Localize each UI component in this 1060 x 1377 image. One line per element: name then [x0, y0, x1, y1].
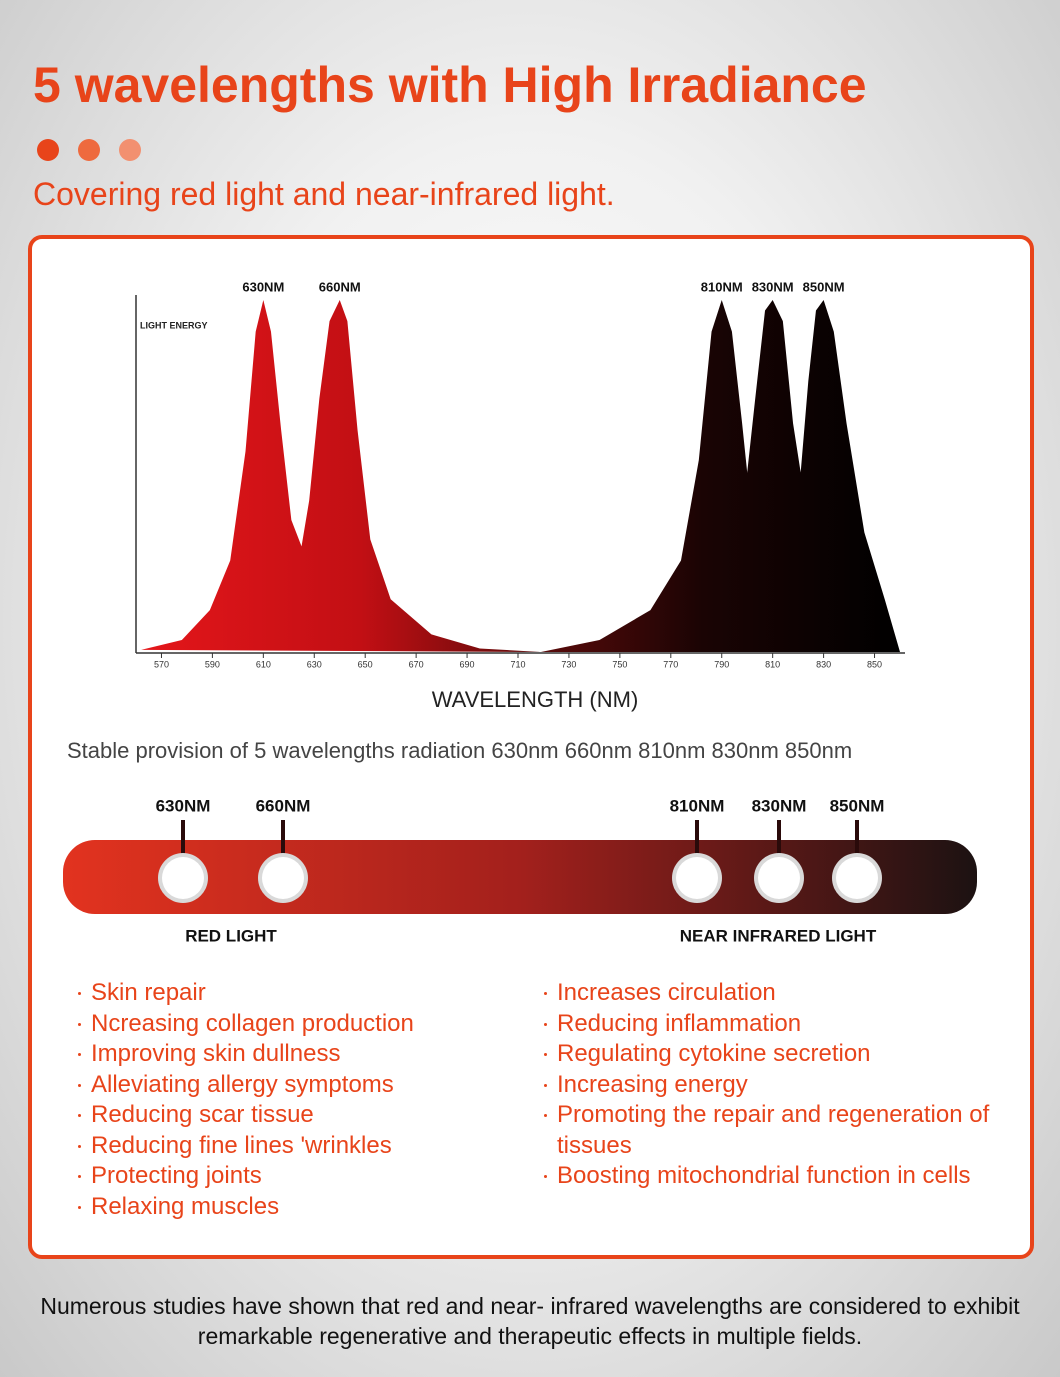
x-tick-label: 610 [256, 659, 271, 669]
dot [119, 139, 141, 161]
marker-dot [836, 857, 878, 899]
chart: LIGHT ENERGY WAVELENGTH (NM) Stable prov… [63, 279, 977, 945]
y-axis-label: LIGHT ENERGY [140, 320, 208, 330]
title: 5 wavelengths with High Irradiance [33, 57, 867, 113]
caption: Stable provision of 5 wavelengths radiat… [67, 738, 852, 763]
peak-label: 660NM [319, 279, 361, 294]
x-tick-label: 570 [154, 659, 169, 669]
x-tick-label: 730 [561, 659, 576, 669]
x-tick-label: 770 [663, 659, 678, 669]
peak-label: 630NM [242, 279, 284, 294]
peak-label: 830NM [752, 279, 794, 294]
marker-label: 810NM [670, 796, 725, 815]
dot [78, 139, 100, 161]
benefit: Reducing inflammation [543, 1009, 1013, 1040]
x-tick-label: 630 [307, 659, 322, 669]
peak-label: 850NM [803, 279, 845, 294]
benefit: Ncreasing collagen production [77, 1009, 517, 1040]
marker-label: 630NM [156, 796, 211, 815]
x-tick-label: 710 [510, 659, 525, 669]
group-label: NEAR INFRARED LIGHT [680, 926, 877, 945]
x-tick-label: 670 [409, 659, 424, 669]
x-tick-label: 810 [765, 659, 780, 669]
marker-dot [758, 857, 800, 899]
red-benefits: Skin repair Ncreasing collagen production… [77, 978, 517, 1222]
benefit: Regulating cytokine secretion [543, 1039, 1013, 1070]
group-label: RED LIGHT [185, 926, 277, 945]
benefit: Increasing energy [543, 1070, 1013, 1101]
footer: Numerous studies have shown that red and… [40, 1293, 1020, 1349]
x-tick-label: 830 [816, 659, 831, 669]
benefit: Promoting the repair and regeneration of… [543, 1100, 1013, 1161]
x-tick-label: 590 [205, 659, 220, 669]
benefit: Reducing fine lines 'wrinkles [77, 1131, 517, 1162]
marker-label: 830NM [752, 796, 807, 815]
benefit: Skin repair [77, 978, 517, 1009]
dot [37, 139, 59, 161]
content-box [28, 235, 1034, 1259]
x-tick-label: 650 [358, 659, 373, 669]
benefit: Increases circulation [543, 978, 1013, 1009]
spectrum-area [141, 300, 541, 652]
benefit: Reducing scar tissue [77, 1100, 517, 1131]
subtitle: Covering red light and near-infrared lig… [33, 176, 615, 212]
x-tick-label: 750 [612, 659, 627, 669]
benefit: Protecting joints [77, 1161, 517, 1192]
marker-label: 850NM [830, 796, 885, 815]
peak-label: 810NM [701, 279, 743, 294]
x-tick-label: 790 [714, 659, 729, 669]
x-axis-label: WAVELENGTH (NM) [432, 687, 639, 712]
marker-dot [162, 857, 204, 899]
spectrum-area [540, 300, 900, 652]
marker-dot [262, 857, 304, 899]
marker-dot [676, 857, 718, 899]
x-tick-label: 850 [867, 659, 882, 669]
marker-label: 660NM [256, 796, 311, 815]
benefit: Relaxing muscles [77, 1192, 517, 1223]
x-tick-label: 690 [460, 659, 475, 669]
nir-benefits: Increases circulation Reducing inflammati… [543, 978, 1013, 1192]
benefit: Boosting mitochondrial function in cells [543, 1161, 1013, 1192]
benefit: Improving skin dullness [77, 1039, 517, 1070]
benefit: Alleviating allergy symptoms [77, 1070, 517, 1101]
